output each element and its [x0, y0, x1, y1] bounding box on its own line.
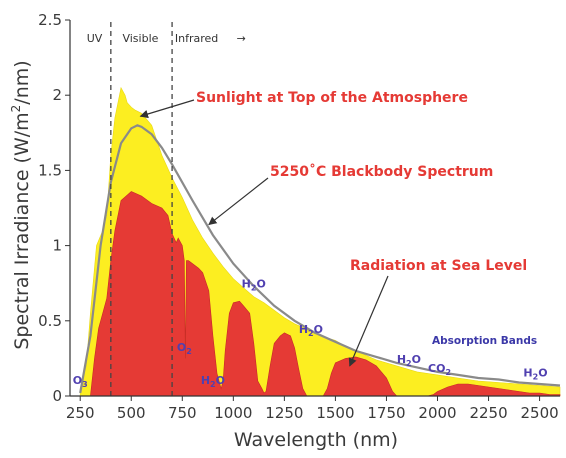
annotations: UV Visible Infrared → Sunlight at Top of the…: [73, 32, 548, 389]
x-tick-label: 2250: [469, 404, 507, 422]
absorption-label-subscript: 2: [251, 284, 257, 293]
absorption-label-tail: O: [256, 278, 265, 291]
plot-area: [79, 22, 561, 397]
region-label-visible: Visible: [122, 32, 158, 45]
absorption-label-base: H: [397, 353, 406, 366]
absorption-label-base: H: [299, 323, 308, 336]
annotation-arrow-blackbody: [208, 177, 269, 226]
absorption-label: H2O: [242, 278, 266, 293]
absorption-label-subscript: 2: [210, 380, 216, 389]
y-axis-title-superscript: 2: [9, 105, 23, 113]
annotation-arrow-top-of-atmosphere: [139, 99, 195, 119]
x-tick-label: 500: [117, 404, 146, 422]
absorption-label-subscript: 2: [308, 329, 314, 338]
absorption-label-subscript: 2: [533, 372, 539, 381]
x-tick-label: 2000: [418, 404, 456, 422]
y-axis-title: Spectral Irradiance (W/m2/nm): [9, 60, 33, 349]
absorption-label-subscript: 2: [406, 359, 412, 368]
absorption-label: H2O: [523, 366, 547, 381]
y-tick-label: 0: [52, 387, 62, 405]
series-blackbody-line: [79, 124, 561, 394]
x-axis-title: Wavelength (nm): [234, 429, 398, 451]
axes: 0 0.5 1 1.5 2 2.5 250 500 750 1000 1250 1500 1750 200…: [38, 11, 560, 422]
x-tick-label: 1750: [367, 404, 405, 422]
annotation-sea-level: Radiation at Sea Level: [350, 258, 527, 274]
annotation-top-of-atmosphere: Sunlight at Top of the Atmosphere: [196, 90, 468, 106]
absorption-label-tail: O: [216, 374, 225, 387]
absorption-label-base: H: [201, 374, 210, 387]
infrared-arrow: →: [237, 32, 246, 45]
annotation-blackbody: 5250˚C Blackbody Spectrum: [270, 163, 493, 180]
absorption-label-subscript: 3: [82, 380, 88, 389]
y-tick-label: 1: [52, 237, 62, 255]
y-tick-label: 0.5: [38, 312, 62, 330]
x-tick-label: 750: [168, 404, 197, 422]
absorption-label-tail: O: [314, 323, 323, 336]
absorption-label-base: O: [73, 374, 82, 387]
y-tick-label: 2: [52, 86, 62, 104]
absorption-label: H2O: [201, 374, 225, 389]
absorption-label-tail: O: [538, 366, 547, 379]
y-axis-title-end: /nm): [11, 60, 33, 104]
absorption-label: CO2: [428, 362, 451, 377]
absorption-label-subscript: 2: [445, 368, 451, 377]
x-tick-label: 1250: [265, 404, 303, 422]
absorption-label: O3: [73, 374, 88, 389]
annotation-absorption-bands: Absorption Bands: [432, 335, 537, 347]
absorption-label-subscript: 2: [186, 347, 192, 356]
absorption-label-base: O: [177, 341, 186, 354]
series-sea-level-area: [90, 191, 561, 397]
y-axis-title-main: Spectral Irradiance (W/m: [11, 112, 33, 349]
region-label-uv: UV: [87, 32, 103, 45]
y-tick-label: 2.5: [38, 11, 62, 29]
y-tick-label: 1.5: [38, 161, 62, 179]
annotation-arrow-sea-level: [348, 275, 389, 367]
absorption-label-base: H: [523, 366, 532, 379]
absorption-label: O2: [177, 341, 192, 356]
x-tick-label: 1500: [316, 404, 354, 422]
region-label-infrared: Infrared: [175, 32, 218, 45]
absorption-label-base: CO: [428, 362, 445, 375]
absorption-label: H2O: [397, 353, 421, 368]
absorption-label-tail: O: [412, 353, 421, 366]
x-tick-label: 250: [66, 404, 95, 422]
absorption-label: H2O: [299, 323, 323, 338]
x-tick-label: 1000: [214, 404, 252, 422]
absorption-label-base: H: [242, 278, 251, 291]
x-tick-label: 2500: [520, 404, 558, 422]
